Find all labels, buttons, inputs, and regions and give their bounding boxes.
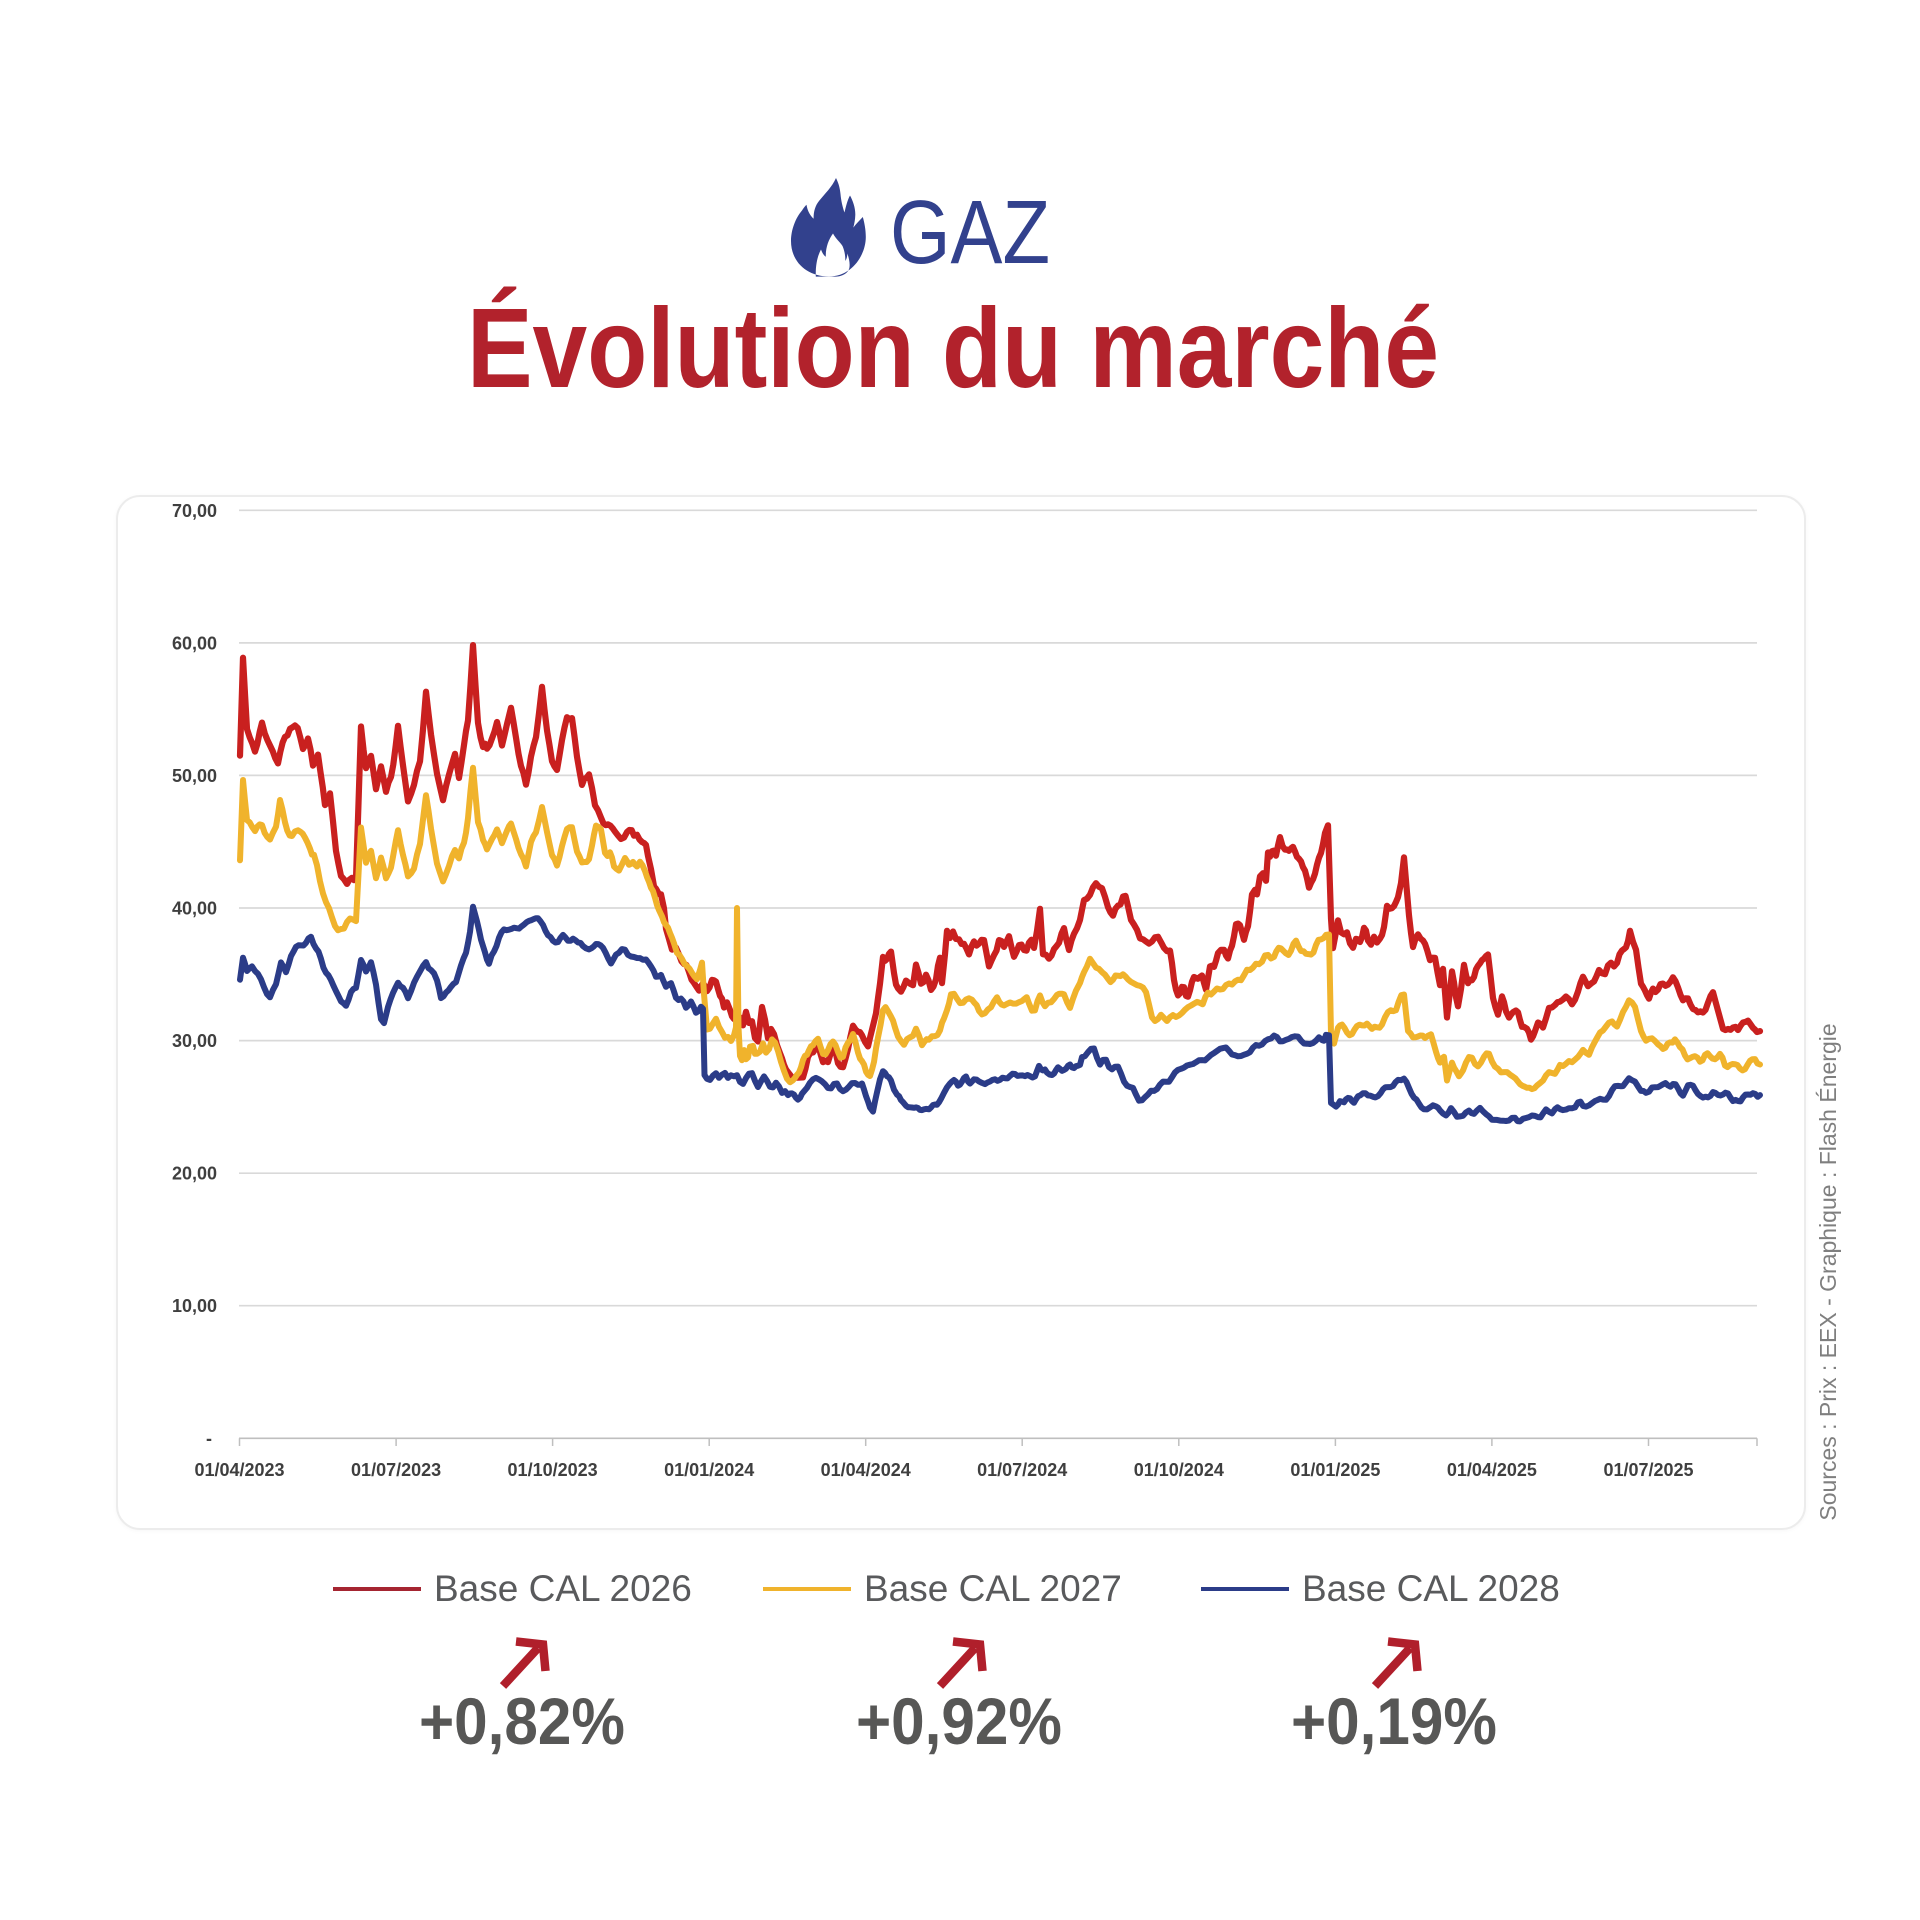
svg-text:01/04/2024: 01/04/2024	[821, 1460, 911, 1480]
svg-text:01/04/2025: 01/04/2025	[1447, 1460, 1537, 1480]
svg-text:Base CAL 2026: Base CAL 2026	[434, 1568, 692, 1609]
svg-text:Base CAL 2028: Base CAL 2028	[1302, 1568, 1560, 1609]
svg-text:Sources : Prix : EEX - Graphiq: Sources : Prix : EEX - Graphique : Flash…	[1815, 1023, 1841, 1520]
svg-text:01/04/2023: 01/04/2023	[194, 1460, 284, 1480]
svg-text:40,00: 40,00	[172, 899, 217, 919]
svg-text:30,00: 30,00	[172, 1031, 217, 1051]
svg-text:-: -	[206, 1428, 212, 1448]
svg-text:+0,92%: +0,92%	[856, 1684, 1062, 1758]
svg-text:01/07/2025: 01/07/2025	[1603, 1460, 1693, 1480]
svg-text:70,00: 70,00	[172, 501, 217, 521]
svg-text:Base CAL 2027: Base CAL 2027	[864, 1568, 1122, 1609]
svg-text:10,00: 10,00	[172, 1296, 217, 1316]
svg-text:01/07/2024: 01/07/2024	[977, 1460, 1067, 1480]
svg-text:+0,19%: +0,19%	[1291, 1684, 1497, 1758]
svg-text:Évolution du marché: Évolution du marché	[467, 285, 1439, 411]
svg-text:01/10/2023: 01/10/2023	[508, 1460, 598, 1480]
svg-text:01/07/2023: 01/07/2023	[351, 1460, 441, 1480]
svg-text:60,00: 60,00	[172, 633, 217, 653]
svg-text:20,00: 20,00	[172, 1164, 217, 1184]
svg-text:01/10/2024: 01/10/2024	[1134, 1460, 1224, 1480]
svg-text:01/01/2025: 01/01/2025	[1290, 1460, 1380, 1480]
svg-text:GAZ: GAZ	[890, 183, 1050, 283]
svg-text:50,00: 50,00	[172, 766, 217, 786]
svg-text:+0,82%: +0,82%	[419, 1684, 625, 1758]
svg-text:01/01/2024: 01/01/2024	[664, 1460, 754, 1480]
